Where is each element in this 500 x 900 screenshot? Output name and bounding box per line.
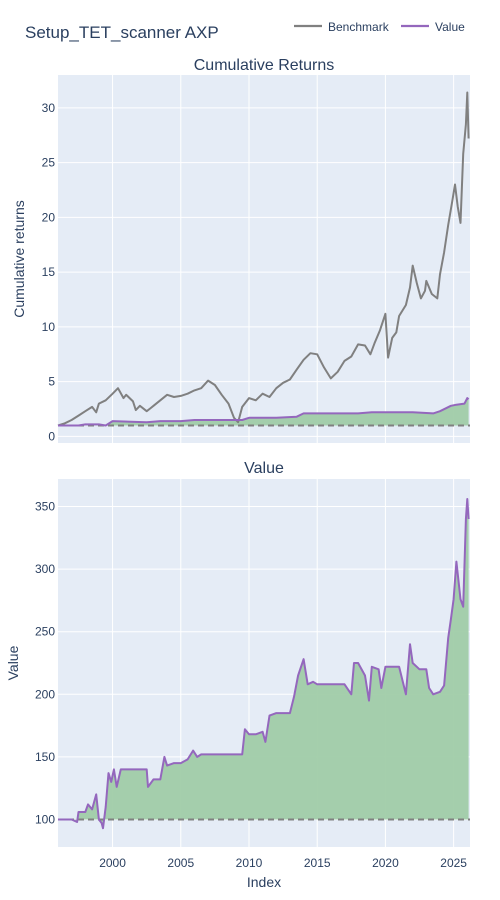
series-line-benchmark: [57, 91, 470, 427]
x-tick-label: 2005: [167, 856, 194, 870]
x-tick-label: 2020: [372, 856, 399, 870]
y-tick-label: 25: [42, 156, 56, 170]
y-tick-label: 30: [42, 101, 56, 115]
y-tick-label: 200: [35, 687, 55, 701]
y-tick-labels: 0 5 10 15 20 25 30: [42, 101, 56, 444]
y-tick-label: 5: [48, 375, 55, 389]
series-lines: [58, 498, 470, 830]
y-axis-title: Cumulative returns: [11, 200, 27, 318]
subplot-title: Value: [244, 460, 284, 477]
legend: Benchmark Value: [294, 20, 465, 34]
x-axis-title: Index: [247, 874, 281, 890]
y-tick-label: 0: [48, 429, 55, 443]
y-tick-label: 100: [35, 812, 55, 826]
y-tick-labels: 100 150 200 250 300 350: [35, 500, 55, 827]
y-axis-title: Value: [5, 645, 21, 680]
area-fill: [58, 398, 469, 426]
legend-label-value: Value: [435, 20, 465, 34]
y-tick-label: 15: [42, 265, 56, 279]
plot-background: [58, 75, 470, 443]
y-tick-label: 20: [42, 210, 56, 224]
y-tick-label: 350: [35, 500, 55, 514]
series-line-value: [58, 397, 470, 427]
series-line-value: [58, 498, 470, 830]
x-tick-label: 2015: [304, 856, 331, 870]
gridlines: [58, 75, 470, 443]
value-area: [58, 499, 469, 829]
series-lines: [57, 91, 470, 427]
x-tick-labels: 2000 2005 2010 2015 2020 2025: [99, 856, 467, 870]
cumulative-returns-subplot: 0 5 10 15 20 25 30 Cumulative Returns Cumulati…: [11, 57, 470, 443]
legend-label-benchmark: Benchmark: [328, 20, 390, 34]
y-tick-label: 10: [42, 320, 56, 334]
legend-item-value[interactable]: Value: [401, 20, 465, 34]
chart-title: Setup_TET_scanner AXP: [25, 23, 219, 42]
x-tick-label: 2000: [99, 856, 126, 870]
x-tick-label: 2010: [236, 856, 263, 870]
area-fill: [58, 499, 469, 829]
x-tick-label: 2025: [440, 856, 467, 870]
y-tick-label: 150: [35, 750, 55, 764]
y-tick-label: 300: [35, 562, 55, 576]
value-area: [58, 398, 469, 426]
legend-item-benchmark[interactable]: Benchmark: [294, 20, 390, 34]
subplot-title: Cumulative Returns: [194, 57, 335, 74]
y-tick-label: 250: [35, 625, 55, 639]
